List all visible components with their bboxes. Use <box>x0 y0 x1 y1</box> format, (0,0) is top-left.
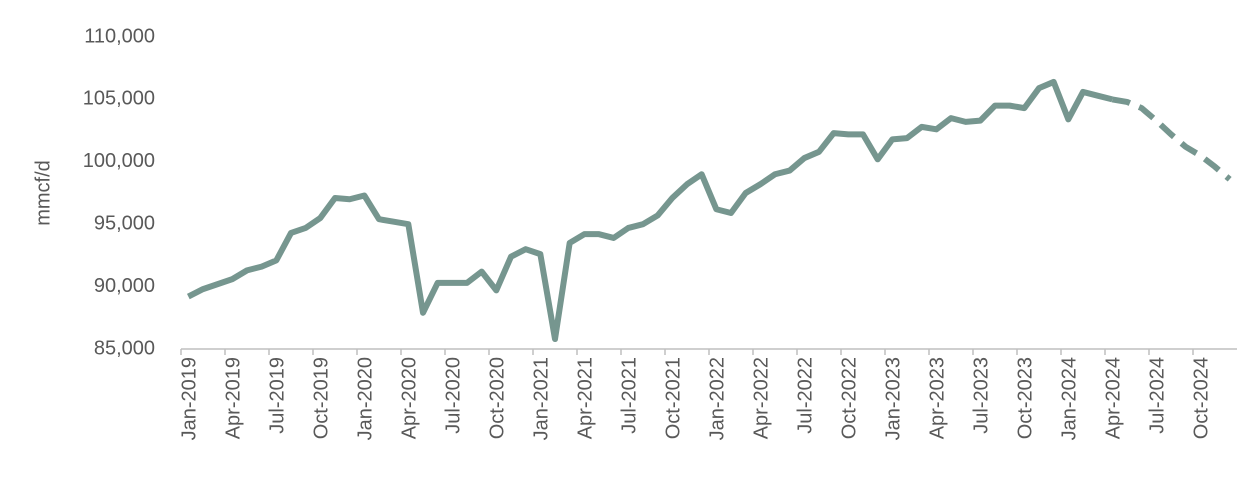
x-tick-label: Jul-2022 <box>794 357 816 434</box>
x-tick-label: Jul-2019 <box>266 357 288 434</box>
y-tick-label: 90,000 <box>94 275 155 297</box>
x-tick-label: Jan-2023 <box>882 357 904 440</box>
x-tick-label: Jul-2024 <box>1146 357 1168 434</box>
x-tick-label: Apr-2021 <box>574 357 596 439</box>
x-tick-label: Apr-2020 <box>398 357 420 439</box>
x-tick-label: Apr-2024 <box>1102 357 1124 439</box>
x-tick-label: Oct-2022 <box>838 357 860 439</box>
x-tick-label: Oct-2020 <box>486 357 508 439</box>
y-tick-label: 100,000 <box>83 150 155 172</box>
x-tick-label: Jan-2022 <box>706 357 728 440</box>
y-tick-label: 110,000 <box>84 25 155 47</box>
y-tick-label: 105,000 <box>83 88 155 110</box>
x-tick-label: Jul-2023 <box>970 357 992 434</box>
x-tick-label: Apr-2023 <box>926 357 948 439</box>
x-tick-label: Jan-2019 <box>178 357 200 440</box>
series-line <box>1111 96 1232 182</box>
series-line <box>186 78 1114 343</box>
x-tick-label: Jul-2021 <box>618 357 640 434</box>
y-tick-label: 95,000 <box>94 212 155 234</box>
x-tick-label: Jan-2021 <box>530 357 552 440</box>
x-tick-label: Oct-2019 <box>310 357 332 439</box>
x-tick-label: Oct-2023 <box>1014 357 1036 439</box>
x-tick-label: Jul-2020 <box>442 357 464 434</box>
x-tick-label: Apr-2019 <box>222 357 244 439</box>
x-tick-label: Jan-2024 <box>1058 357 1080 440</box>
x-tick-label: Jan-2020 <box>354 357 376 440</box>
x-tick-label: Oct-2021 <box>662 357 684 439</box>
x-tick-label: Oct-2024 <box>1190 357 1212 439</box>
y-tick-label: 85,000 <box>94 337 155 359</box>
x-tick-label: Apr-2022 <box>750 357 772 439</box>
y-axis-label: mmcf/d <box>32 160 54 226</box>
